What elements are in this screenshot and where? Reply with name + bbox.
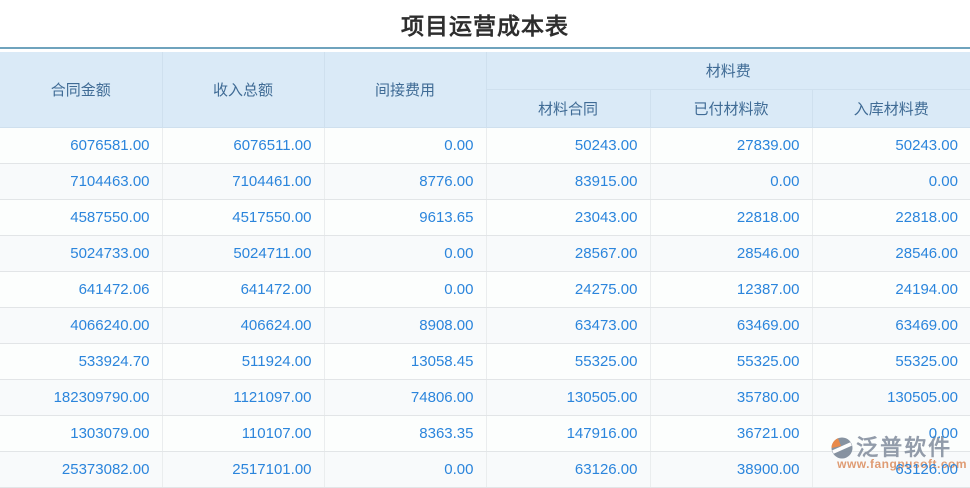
amount-cell: 25373082.00 bbox=[0, 451, 163, 488]
amount-cell: 63126.00 bbox=[486, 451, 651, 488]
col-contract-amount: 合同金额 bbox=[0, 52, 163, 128]
amount-cell: 5024733.00 bbox=[0, 235, 163, 272]
title-divider bbox=[0, 47, 970, 49]
watermark-top: 泛普软件 bbox=[830, 436, 967, 460]
table-body: 6076581.00 6076511.00 0.00 50243.00 27839.00… bbox=[0, 127, 970, 488]
watermark: 泛普软件 www.fangpusoft.com bbox=[830, 436, 967, 470]
amount-cell: 2517101.00 bbox=[162, 451, 325, 488]
amount-cell: 55325.00 bbox=[650, 343, 813, 380]
amount-cell: 8908.00 bbox=[324, 307, 487, 344]
table-row: 6076581.00 6076511.00 0.00 50243.00 27839.00… bbox=[0, 127, 970, 164]
amount-cell: 12387.00 bbox=[650, 271, 813, 308]
amount-cell: 533924.70 bbox=[0, 343, 163, 380]
amount-cell: 130505.00 bbox=[486, 379, 651, 416]
amount-cell: 63469.00 bbox=[650, 307, 813, 344]
amount-cell: 0.00 bbox=[650, 163, 813, 200]
amount-cell: 1121097.00 bbox=[162, 379, 325, 416]
amount-cell: 22818.00 bbox=[650, 199, 813, 236]
table-row: 7104463.00 7104461.00 8776.00 83915.00 0.00 0… bbox=[0, 163, 970, 200]
amount-cell: 0.00 bbox=[324, 451, 487, 488]
amount-cell: 511924.00 bbox=[162, 343, 325, 380]
amount-cell: 28567.00 bbox=[486, 235, 651, 272]
amount-cell: 1303079.00 bbox=[0, 415, 163, 452]
cost-table: 合同金额 收入总额 间接费用 材料费 材料合同 已付材料款 入库材料费 6076… bbox=[0, 52, 970, 488]
amount-cell: 0.00 bbox=[812, 163, 970, 200]
page-title: 项目运营成本表 bbox=[401, 12, 569, 39]
amount-cell: 13058.45 bbox=[324, 343, 487, 380]
spacer bbox=[0, 49, 970, 52]
amount-cell: 22818.00 bbox=[812, 199, 970, 236]
amount-cell: 0.00 bbox=[324, 271, 487, 308]
table-row: 1303079.00 110107.00 8363.35 147916.00 36721… bbox=[0, 415, 970, 452]
table-row: 4066240.00 406624.00 8908.00 63473.00 63469.… bbox=[0, 307, 970, 344]
col-paid-material: 已付材料款 bbox=[649, 89, 813, 128]
amount-cell: 63469.00 bbox=[812, 307, 970, 344]
table-header: 合同金额 收入总额 间接费用 材料费 材料合同 已付材料款 入库材料费 bbox=[0, 52, 970, 128]
amount-cell: 641472.00 bbox=[162, 271, 325, 308]
table-row: 25373082.00 2517101.00 0.00 63126.00 38900.0… bbox=[0, 451, 970, 488]
amount-cell: 28546.00 bbox=[650, 235, 813, 272]
table-row: 5024733.00 5024711.00 0.00 28567.00 28546.00… bbox=[0, 235, 970, 272]
col-stocked-material: 入库材料费 bbox=[811, 89, 970, 128]
table-row: 182309790.00 1121097.00 74806.00 130505.00 3… bbox=[0, 379, 970, 416]
amount-cell: 28546.00 bbox=[812, 235, 970, 272]
watermark-url: www.fangpusoft.com bbox=[837, 457, 967, 471]
amount-cell: 36721.00 bbox=[650, 415, 813, 452]
amount-cell: 4587550.00 bbox=[0, 199, 163, 236]
amount-cell: 7104461.00 bbox=[162, 163, 325, 200]
amount-cell: 55325.00 bbox=[486, 343, 651, 380]
amount-cell: 641472.06 bbox=[0, 271, 163, 308]
table-row: 533924.70 511924.00 13058.45 55325.00 55325.… bbox=[0, 343, 970, 380]
amount-cell: 74806.00 bbox=[324, 379, 487, 416]
amount-cell: 24194.00 bbox=[812, 271, 970, 308]
amount-cell: 35780.00 bbox=[650, 379, 813, 416]
amount-cell: 55325.00 bbox=[812, 343, 970, 380]
col-total-income: 收入总额 bbox=[161, 52, 325, 128]
amount-cell: 24275.00 bbox=[486, 271, 651, 308]
amount-cell: 4517550.00 bbox=[162, 199, 325, 236]
col-indirect-cost: 间接费用 bbox=[323, 52, 487, 128]
amount-cell: 130505.00 bbox=[812, 379, 970, 416]
amount-cell: 0.00 bbox=[324, 127, 487, 164]
amount-cell: 27839.00 bbox=[650, 127, 813, 164]
table-row: 641472.06 641472.00 0.00 24275.00 12387.00 24… bbox=[0, 271, 970, 308]
amount-cell: 83915.00 bbox=[486, 163, 651, 200]
amount-cell: 38900.00 bbox=[650, 451, 813, 488]
amount-cell: 50243.00 bbox=[486, 127, 651, 164]
amount-cell: 6076511.00 bbox=[162, 127, 325, 164]
header-row-sub: 材料合同 已付材料款 入库材料费 bbox=[0, 89, 970, 128]
amount-cell: 6076581.00 bbox=[0, 127, 163, 164]
amount-cell: 8363.35 bbox=[324, 415, 487, 452]
header-row-main: 合同金额 收入总额 间接费用 材料费 bbox=[0, 52, 970, 128]
col-material-contract: 材料合同 bbox=[485, 89, 651, 128]
amount-cell: 23043.00 bbox=[486, 199, 651, 236]
amount-cell: 147916.00 bbox=[486, 415, 651, 452]
amount-cell: 50243.00 bbox=[812, 127, 970, 164]
amount-cell: 63473.00 bbox=[486, 307, 651, 344]
col-group-material-cost: 材料费 bbox=[485, 52, 970, 90]
amount-cell: 110107.00 bbox=[162, 415, 325, 452]
amount-cell: 406624.00 bbox=[162, 307, 325, 344]
amount-cell: 8776.00 bbox=[324, 163, 487, 200]
amount-cell: 7104463.00 bbox=[0, 163, 163, 200]
amount-cell: 9613.65 bbox=[324, 199, 487, 236]
fanpu-logo-icon bbox=[831, 437, 853, 459]
amount-cell: 182309790.00 bbox=[0, 379, 163, 416]
table-row: 4587550.00 4517550.00 9613.65 23043.00 22818… bbox=[0, 199, 970, 236]
title-bar: 项目运营成本表 bbox=[0, 0, 970, 47]
watermark-brand: 泛普软件 bbox=[856, 435, 953, 460]
amount-cell: 0.00 bbox=[324, 235, 487, 272]
amount-cell: 4066240.00 bbox=[0, 307, 163, 344]
amount-cell: 5024711.00 bbox=[162, 235, 325, 272]
